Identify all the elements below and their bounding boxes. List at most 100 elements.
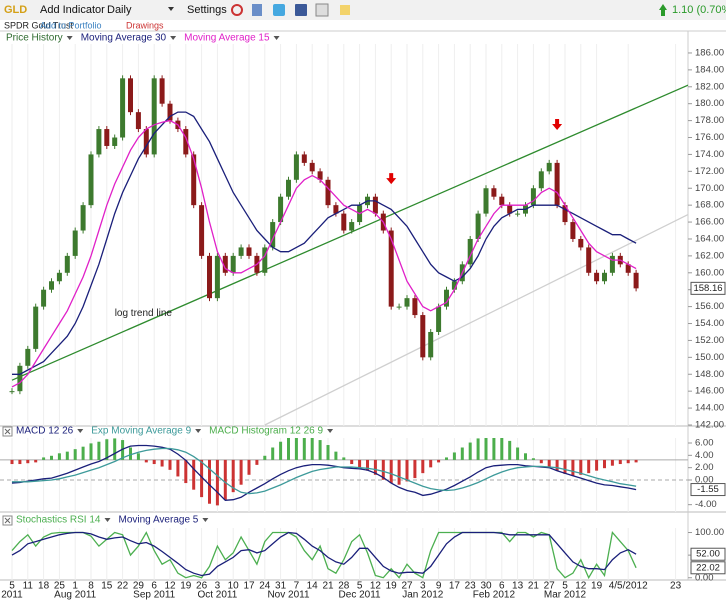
close-icon xyxy=(4,428,11,435)
histogram-bar xyxy=(152,459,156,465)
candle xyxy=(80,205,86,231)
histogram-bar xyxy=(231,459,235,493)
candle xyxy=(602,272,607,282)
legend-entry[interactable]: Price History xyxy=(6,33,63,44)
y-tick-label: 144.00 xyxy=(695,403,724,414)
series-line xyxy=(12,111,637,375)
legend-dropdown xyxy=(170,36,177,40)
histogram-bar xyxy=(326,445,330,460)
candle xyxy=(222,255,228,273)
legend-dropdown xyxy=(202,518,209,522)
twitter-icon[interactable] xyxy=(273,4,285,16)
histogram-bar xyxy=(452,452,456,460)
share-icon[interactable] xyxy=(252,4,262,16)
histogram-bar xyxy=(508,440,512,460)
legend-dropdown xyxy=(195,429,202,433)
arrow-marker xyxy=(552,119,563,131)
add-indicator[interactable]: Add Indicator xyxy=(40,4,105,16)
legend-entry[interactable]: Stochastics RSI 14 xyxy=(16,515,101,526)
histogram-bar xyxy=(405,459,409,482)
candle xyxy=(451,281,457,290)
candle xyxy=(317,171,323,180)
note-icon[interactable] xyxy=(340,5,350,15)
x-tick-label: 3 xyxy=(215,581,221,592)
x-tick-label: 15 xyxy=(101,581,113,592)
candle xyxy=(128,78,133,113)
interval[interactable]: Daily xyxy=(107,4,132,16)
histogram-bar xyxy=(524,453,527,460)
y-tick-label: 182.00 xyxy=(695,81,724,92)
dropdown-arrow[interactable] xyxy=(168,7,174,11)
x-tick-label: 18 xyxy=(38,581,50,592)
y-tick-label: 142.00 xyxy=(695,420,724,431)
candle xyxy=(104,129,110,146)
symbol[interactable]: GLD xyxy=(4,4,27,16)
y-tick-label: 0.00 xyxy=(695,572,714,583)
legend-entry[interactable]: MACD 12 26 xyxy=(16,426,74,437)
drawings[interactable]: Drawings xyxy=(126,20,164,30)
y-tick-label: 156.00 xyxy=(695,301,724,312)
histogram-bar xyxy=(97,441,101,460)
legend-entry[interactable]: Moving Average 5 xyxy=(118,515,198,526)
histogram-bar xyxy=(263,455,267,460)
candle xyxy=(56,272,62,282)
last-value-label: 52.00 xyxy=(696,549,720,560)
x-tick-label: 24 xyxy=(259,581,271,592)
histogram-bar xyxy=(223,459,227,500)
annotation: log trend line xyxy=(115,308,173,319)
histogram-bar xyxy=(57,453,61,460)
month-label: Jan 2012 xyxy=(402,590,444,600)
candle xyxy=(436,306,442,332)
trend-line xyxy=(11,84,688,381)
histogram-bar xyxy=(89,443,93,460)
candle xyxy=(214,255,220,299)
candle xyxy=(554,162,560,206)
histogram-bar xyxy=(279,441,283,460)
histogram-bar xyxy=(160,459,164,467)
last-value-box xyxy=(690,561,726,575)
histogram-bar xyxy=(350,459,354,465)
histogram-bar xyxy=(18,459,22,465)
add-to-portfolio[interactable]: Add to Portfolio xyxy=(40,20,102,30)
legend-entry[interactable]: MACD Histogram 12 26 9 xyxy=(209,426,323,437)
candle xyxy=(151,78,157,155)
email-icon[interactable] xyxy=(315,3,329,17)
histogram-bar xyxy=(113,438,117,460)
x-tick-label: 23 xyxy=(465,581,477,592)
x-tick-label: 5 xyxy=(9,581,15,592)
histogram-bar xyxy=(50,455,53,460)
histogram-bar xyxy=(500,438,504,460)
candle xyxy=(475,213,481,239)
candle xyxy=(372,196,378,214)
candle xyxy=(41,289,47,307)
facebook-icon[interactable] xyxy=(295,4,307,16)
candle xyxy=(262,247,268,273)
x-tick-label: 27 xyxy=(544,581,556,592)
histogram-bar xyxy=(445,457,448,460)
settings[interactable]: Settings xyxy=(187,4,227,16)
histogram-bar xyxy=(73,449,77,460)
histogram-bar xyxy=(587,459,591,474)
candle xyxy=(609,255,615,273)
histogram-bar xyxy=(215,459,219,506)
legend-entry[interactable]: Exp Moving Average 9 xyxy=(91,426,191,437)
candle xyxy=(349,222,355,231)
x-tick-label: 19 xyxy=(386,581,398,592)
x-tick-label: 22 xyxy=(117,581,129,592)
x-tick-label: 6 xyxy=(499,581,505,592)
histogram-bar xyxy=(200,459,204,498)
legend-entry[interactable]: Moving Average 30 xyxy=(81,33,167,44)
y-tick-label: 170.00 xyxy=(695,183,724,194)
histogram-bar xyxy=(429,459,433,468)
x-tick-label: 7 xyxy=(294,581,300,592)
candle xyxy=(633,272,639,289)
alert-icon[interactable] xyxy=(231,4,243,16)
legend-entry[interactable]: Moving Average 15 xyxy=(184,33,270,44)
close-icon xyxy=(4,517,11,524)
y-tick-label: 6.00 xyxy=(695,438,714,449)
histogram-bar xyxy=(460,447,464,460)
candle xyxy=(412,298,418,316)
x-tick-label: 17 xyxy=(243,581,255,592)
x-tick-label: 19 xyxy=(180,581,192,592)
histogram-bar xyxy=(271,447,275,460)
